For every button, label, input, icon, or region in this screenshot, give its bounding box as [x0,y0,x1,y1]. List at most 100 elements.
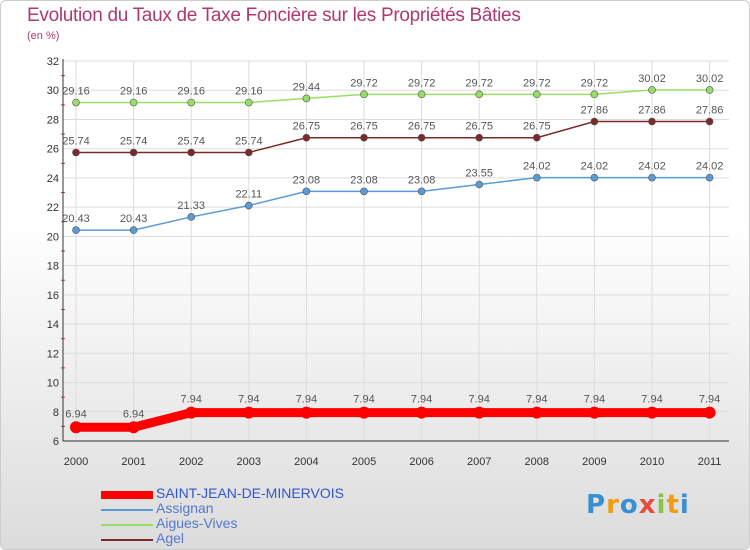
data-label: 27.86 [696,105,724,117]
data-point [302,94,311,103]
legend-swatch [101,539,153,541]
y-tick-label: 30 [47,85,59,97]
data-point [245,201,253,210]
logo-letter: t [666,490,680,520]
data-point [417,133,426,142]
y-tick-label: 14 [47,319,59,331]
x-tick-label: 2007 [467,456,491,468]
data-point [530,406,543,419]
data-point [590,90,599,99]
data-label: 24.02 [638,161,666,173]
data-point [187,148,195,157]
chart-title: Evolution du Taux de Taxe Foncière sur l… [27,5,521,26]
unit-label: (en %) [27,30,60,42]
data-point [532,133,541,142]
data-point [187,98,195,107]
data-point [415,406,428,419]
y-tick-label: 22 [47,202,59,214]
data-label: 7.94 [411,394,432,406]
data-label: 7.94 [238,394,259,406]
data-point [360,133,368,142]
data-label: 29.72 [408,77,436,89]
y-tick-label: 32 [47,56,59,68]
data-label: 29.16 [62,86,90,98]
data-point [245,98,253,107]
data-label: 7.94 [353,394,374,406]
series-lines [70,86,716,434]
data-point [532,90,541,99]
data-label: 6.94 [123,408,144,420]
data-point [475,180,484,189]
data-point [417,187,426,196]
data-point [187,213,195,221]
data-point [360,90,368,99]
series-line-0 [71,408,715,432]
proxiti-logo: Proxiti [586,490,690,520]
data-label: 26.75 [293,121,321,133]
data-label: 24.02 [696,161,724,173]
y-tick-label: 6 [53,436,59,448]
axes: 6 8 10 12 14 16 18 20 22 24 26 28 30 32 2000 2001 2002 20… [47,56,729,468]
logo-letter: x [638,490,657,520]
data-point [129,98,138,107]
data-label: 26.75 [350,121,378,133]
y-tick-label: 16 [47,290,59,302]
y-tick-label: 8 [53,407,59,419]
data-point [648,117,656,126]
data-label: 7.94 [641,394,662,406]
x-tick-label: 2002 [179,456,203,468]
data-label: 7.94 [296,394,317,406]
data-point [475,90,484,99]
series-line-1 [75,176,711,231]
data-label: 23.08 [350,174,378,186]
legend-swatch [101,491,153,499]
x-tick-label: 2010 [640,456,664,468]
data-label: 29.16 [120,86,148,98]
y-tick-label: 18 [47,261,59,273]
x-tick-label: 2008 [525,456,549,468]
x-tick-label: 2011 [698,456,722,468]
legend-label: Agel [156,530,185,546]
data-label: 7.94 [180,394,201,406]
data-point [72,98,80,107]
x-tick-label: 2000 [64,456,88,468]
y-tick-label: 10 [47,378,59,390]
data-label: 26.75 [408,121,436,133]
data-label: 25.74 [120,135,148,147]
logo-letter: o [619,490,639,520]
y-tick-label: 12 [47,348,59,360]
data-point [588,406,601,419]
logo-letter: i [679,490,690,520]
data-label: 6.94 [65,408,86,420]
x-tick-label: 2004 [294,456,318,468]
data-label: 29.72 [523,77,551,89]
logo-letter: P [586,490,607,520]
data-label: 7.94 [699,394,720,406]
data-point [242,406,255,419]
x-tick-label: 2006 [409,456,433,468]
data-label: 24.02 [581,161,609,173]
data-point [705,86,714,94]
data-label: 23.08 [293,174,321,186]
data-point [302,187,311,196]
data-point [185,406,198,419]
logo-letter: i [656,490,667,520]
data-point [705,117,714,126]
data-label: 22.11 [235,189,262,201]
data-point [648,86,656,94]
data-label: 7.94 [468,394,489,406]
data-label: 29.44 [293,81,321,93]
data-point [300,406,313,419]
data-point [590,117,599,126]
data-point [417,90,426,99]
data-point [302,133,311,142]
data-label: 7.94 [526,394,547,406]
data-point [532,173,541,182]
legend-swatch [101,509,153,511]
y-tick-label: 20 [47,231,59,243]
data-label: 21.33 [177,200,205,212]
data-point [646,406,658,419]
data-label: 29.16 [177,86,205,98]
y-tick-label: 24 [47,173,59,185]
legend-label: Aigues-Vives [156,515,238,531]
